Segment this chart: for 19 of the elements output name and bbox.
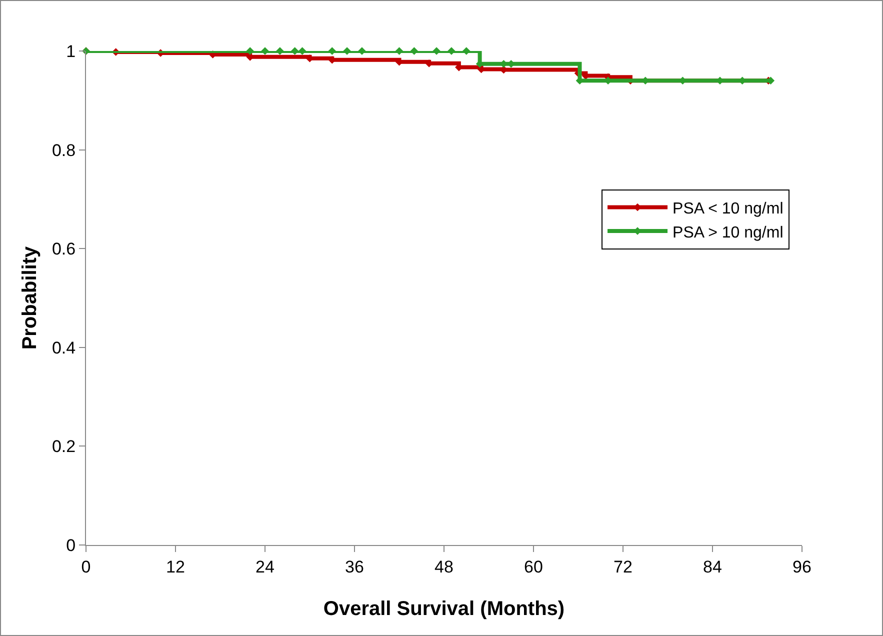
x-tick-label: 12 [166,557,185,576]
x-tick-label: 84 [703,557,722,576]
x-tick-label: 72 [614,557,632,576]
y-tick-label: 1 [66,42,76,61]
x-tick-label: 36 [345,557,364,576]
y-tick-label: 0.8 [52,140,76,160]
x-tick-label: 96 [792,557,812,576]
y-axis-title: Probability [19,245,41,350]
y-tick-label: 0.6 [52,240,76,259]
x-axis-title: Overall Survival (Months) [323,598,565,620]
y-tick-label: 0 [66,536,76,555]
x-tick-label: 60 [524,557,543,576]
x-tick-label: 48 [434,557,454,576]
x-tick-label: 0 [81,557,91,576]
y-tick-label: 0.4 [52,338,76,358]
x-tick-label: 24 [256,557,274,576]
legend-label: PSA < 10 ng/ml [672,200,784,218]
legend-label: PSA > 10 ng/ml [672,224,784,242]
y-tick-label: 0.2 [52,437,76,456]
